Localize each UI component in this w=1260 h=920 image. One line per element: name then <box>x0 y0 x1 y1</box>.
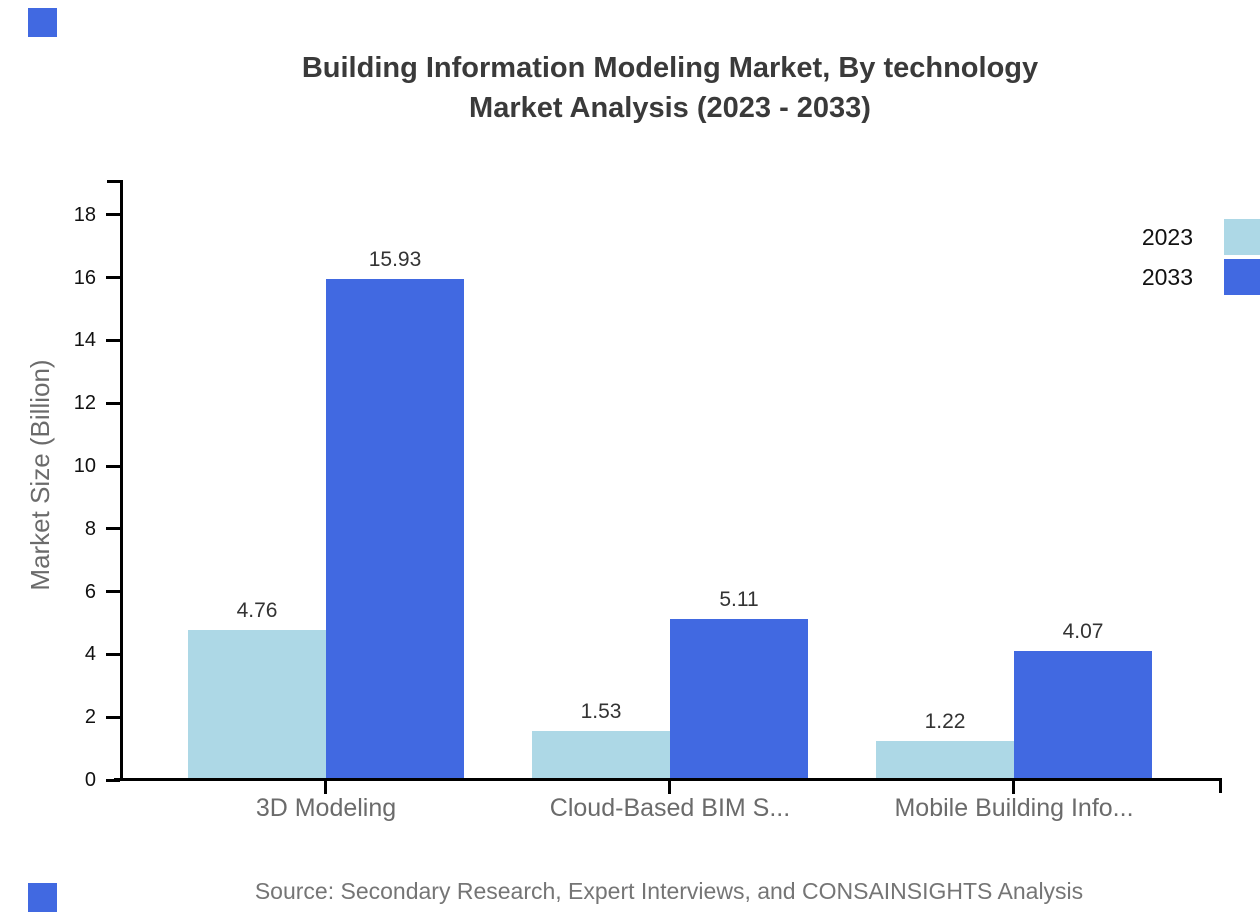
source-note: Source: Secondary Research, Expert Inter… <box>254 878 1084 904</box>
y-tick-8 <box>106 527 120 531</box>
value-label-2023-cloud-based-bim-s: 1.53 <box>580 700 622 723</box>
chart-title: Building Information Modeling Market, By… <box>80 48 1260 128</box>
corner-mark-top-left <box>28 8 57 37</box>
x-tick-3d-modeling <box>324 781 327 794</box>
value-label-2023-mobile-building-info: 1.22 <box>924 710 966 733</box>
y-tick-4 <box>106 652 120 656</box>
y-tick-label-6: 6 <box>84 580 96 603</box>
bar-2023-cloud-based-bim-s <box>532 731 670 779</box>
y-tick-10 <box>106 464 120 468</box>
y-tick-12 <box>106 401 120 405</box>
x-axis-label-mobile-building-info: Mobile Building Info... <box>894 794 1134 822</box>
y-tick-18 <box>106 213 120 217</box>
y-tick-14 <box>106 338 120 342</box>
x-tick-mobile-building-info <box>1012 781 1015 794</box>
bar-2033-mobile-building-info <box>1014 651 1152 779</box>
value-label-2023-3d-modeling: 4.76 <box>236 599 278 622</box>
legend-label-2023: 2023 <box>1141 224 1193 250</box>
y-tick-label-2: 2 <box>84 706 96 729</box>
bar-2023-3d-modeling <box>188 630 326 779</box>
chart-title-line1: Building Information Modeling Market, By… <box>301 52 1039 84</box>
y-axis-line <box>120 180 123 781</box>
x-axis-line <box>114 778 1222 781</box>
y-tick-label-14: 14 <box>73 329 96 352</box>
x-axis-end-cap <box>1219 778 1222 793</box>
bar-2033-3d-modeling <box>326 279 464 779</box>
value-label-2033-cloud-based-bim-s: 5.11 <box>719 588 759 611</box>
bar-2023-mobile-building-info <box>876 741 1014 779</box>
chart-title-line2: Market Analysis (2023 - 2033) <box>469 92 871 124</box>
corner-mark-bottom-left <box>28 883 57 912</box>
y-tick-label-16: 16 <box>73 266 96 289</box>
y-tick-label-10: 10 <box>73 455 96 477</box>
y-tick-label-18: 18 <box>73 203 96 226</box>
legend-swatch-2023 <box>1224 219 1260 255</box>
value-label-2033-mobile-building-info: 4.07 <box>1062 620 1104 643</box>
y-tick-label-0: 0 <box>84 769 96 791</box>
y-tick-16 <box>106 276 120 280</box>
legend-label-2033: 2033 <box>1141 264 1193 290</box>
y-axis-top-cap <box>107 180 123 183</box>
y-tick-0 <box>106 778 120 782</box>
x-tick-cloud-based-bim-s <box>668 781 671 794</box>
value-label-2033-3d-modeling: 15.93 <box>368 248 422 271</box>
bar-2033-cloud-based-bim-s <box>670 619 808 779</box>
y-tick-2 <box>106 715 120 719</box>
x-axis-label-cloud-based-bim-s: Cloud-Based BIM S... <box>549 794 791 822</box>
y-tick-label-12: 12 <box>73 392 96 415</box>
y-tick-6 <box>106 590 120 594</box>
x-axis-label-3d-modeling: 3D Modeling <box>255 794 397 822</box>
y-tick-label-4: 4 <box>84 643 96 666</box>
legend-swatch-2033 <box>1224 259 1260 295</box>
y-tick-label-8: 8 <box>84 517 96 540</box>
